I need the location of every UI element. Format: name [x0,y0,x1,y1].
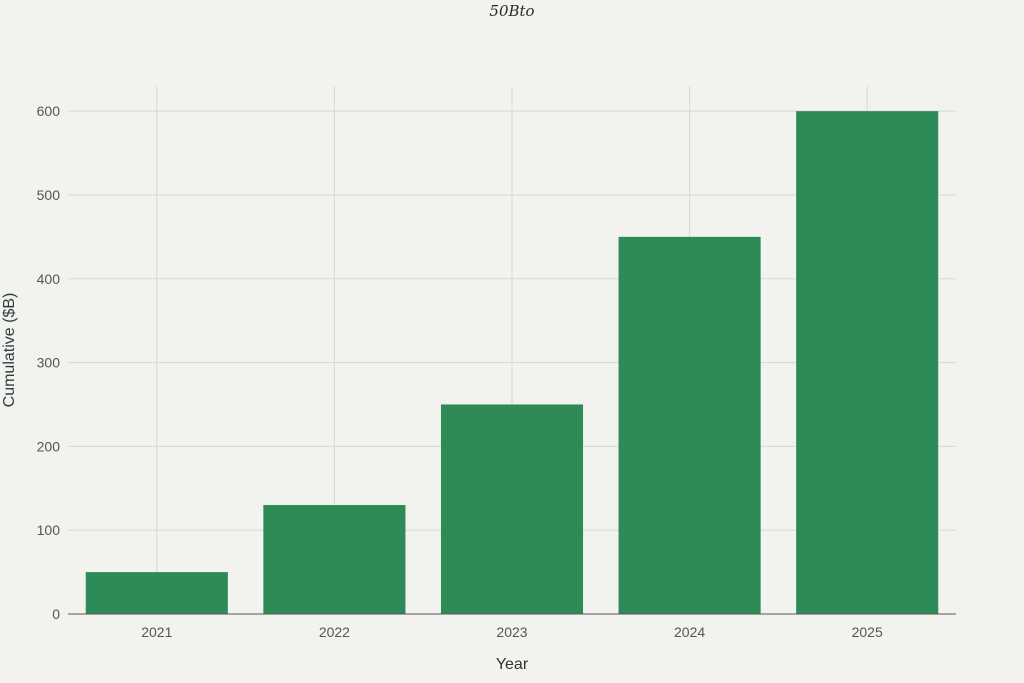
y-tick-label: 400 [37,271,61,287]
y-tick-label: 0 [52,606,60,622]
y-tick-label: 600 [37,103,61,119]
y-tick-label: 100 [37,522,61,538]
y-tick-label: 500 [37,187,61,203]
tick-labels: 0 100 200 300 400 500 600 2021 2022 2023 2024 2025 [37,103,883,640]
chart-title: 50Bto [489,2,535,20]
y-axis-label: Cumulative ($B) [1,292,18,408]
x-tick-label: 2022 [319,624,350,640]
x-tick-label: 2021 [141,624,172,640]
x-axis-label: Year [495,656,529,673]
bar-2022 [263,505,406,614]
bar-2024 [618,236,761,614]
bar-2023 [440,404,584,614]
bar-2021 [85,572,228,614]
x-tick-label: 2025 [852,624,883,640]
x-tick-label: 2024 [674,624,705,640]
x-tick-label: 2023 [496,624,527,640]
bar-2025 [796,111,939,615]
y-tick-label: 300 [37,355,61,371]
bars [85,111,939,615]
y-tick-label: 200 [37,438,61,454]
